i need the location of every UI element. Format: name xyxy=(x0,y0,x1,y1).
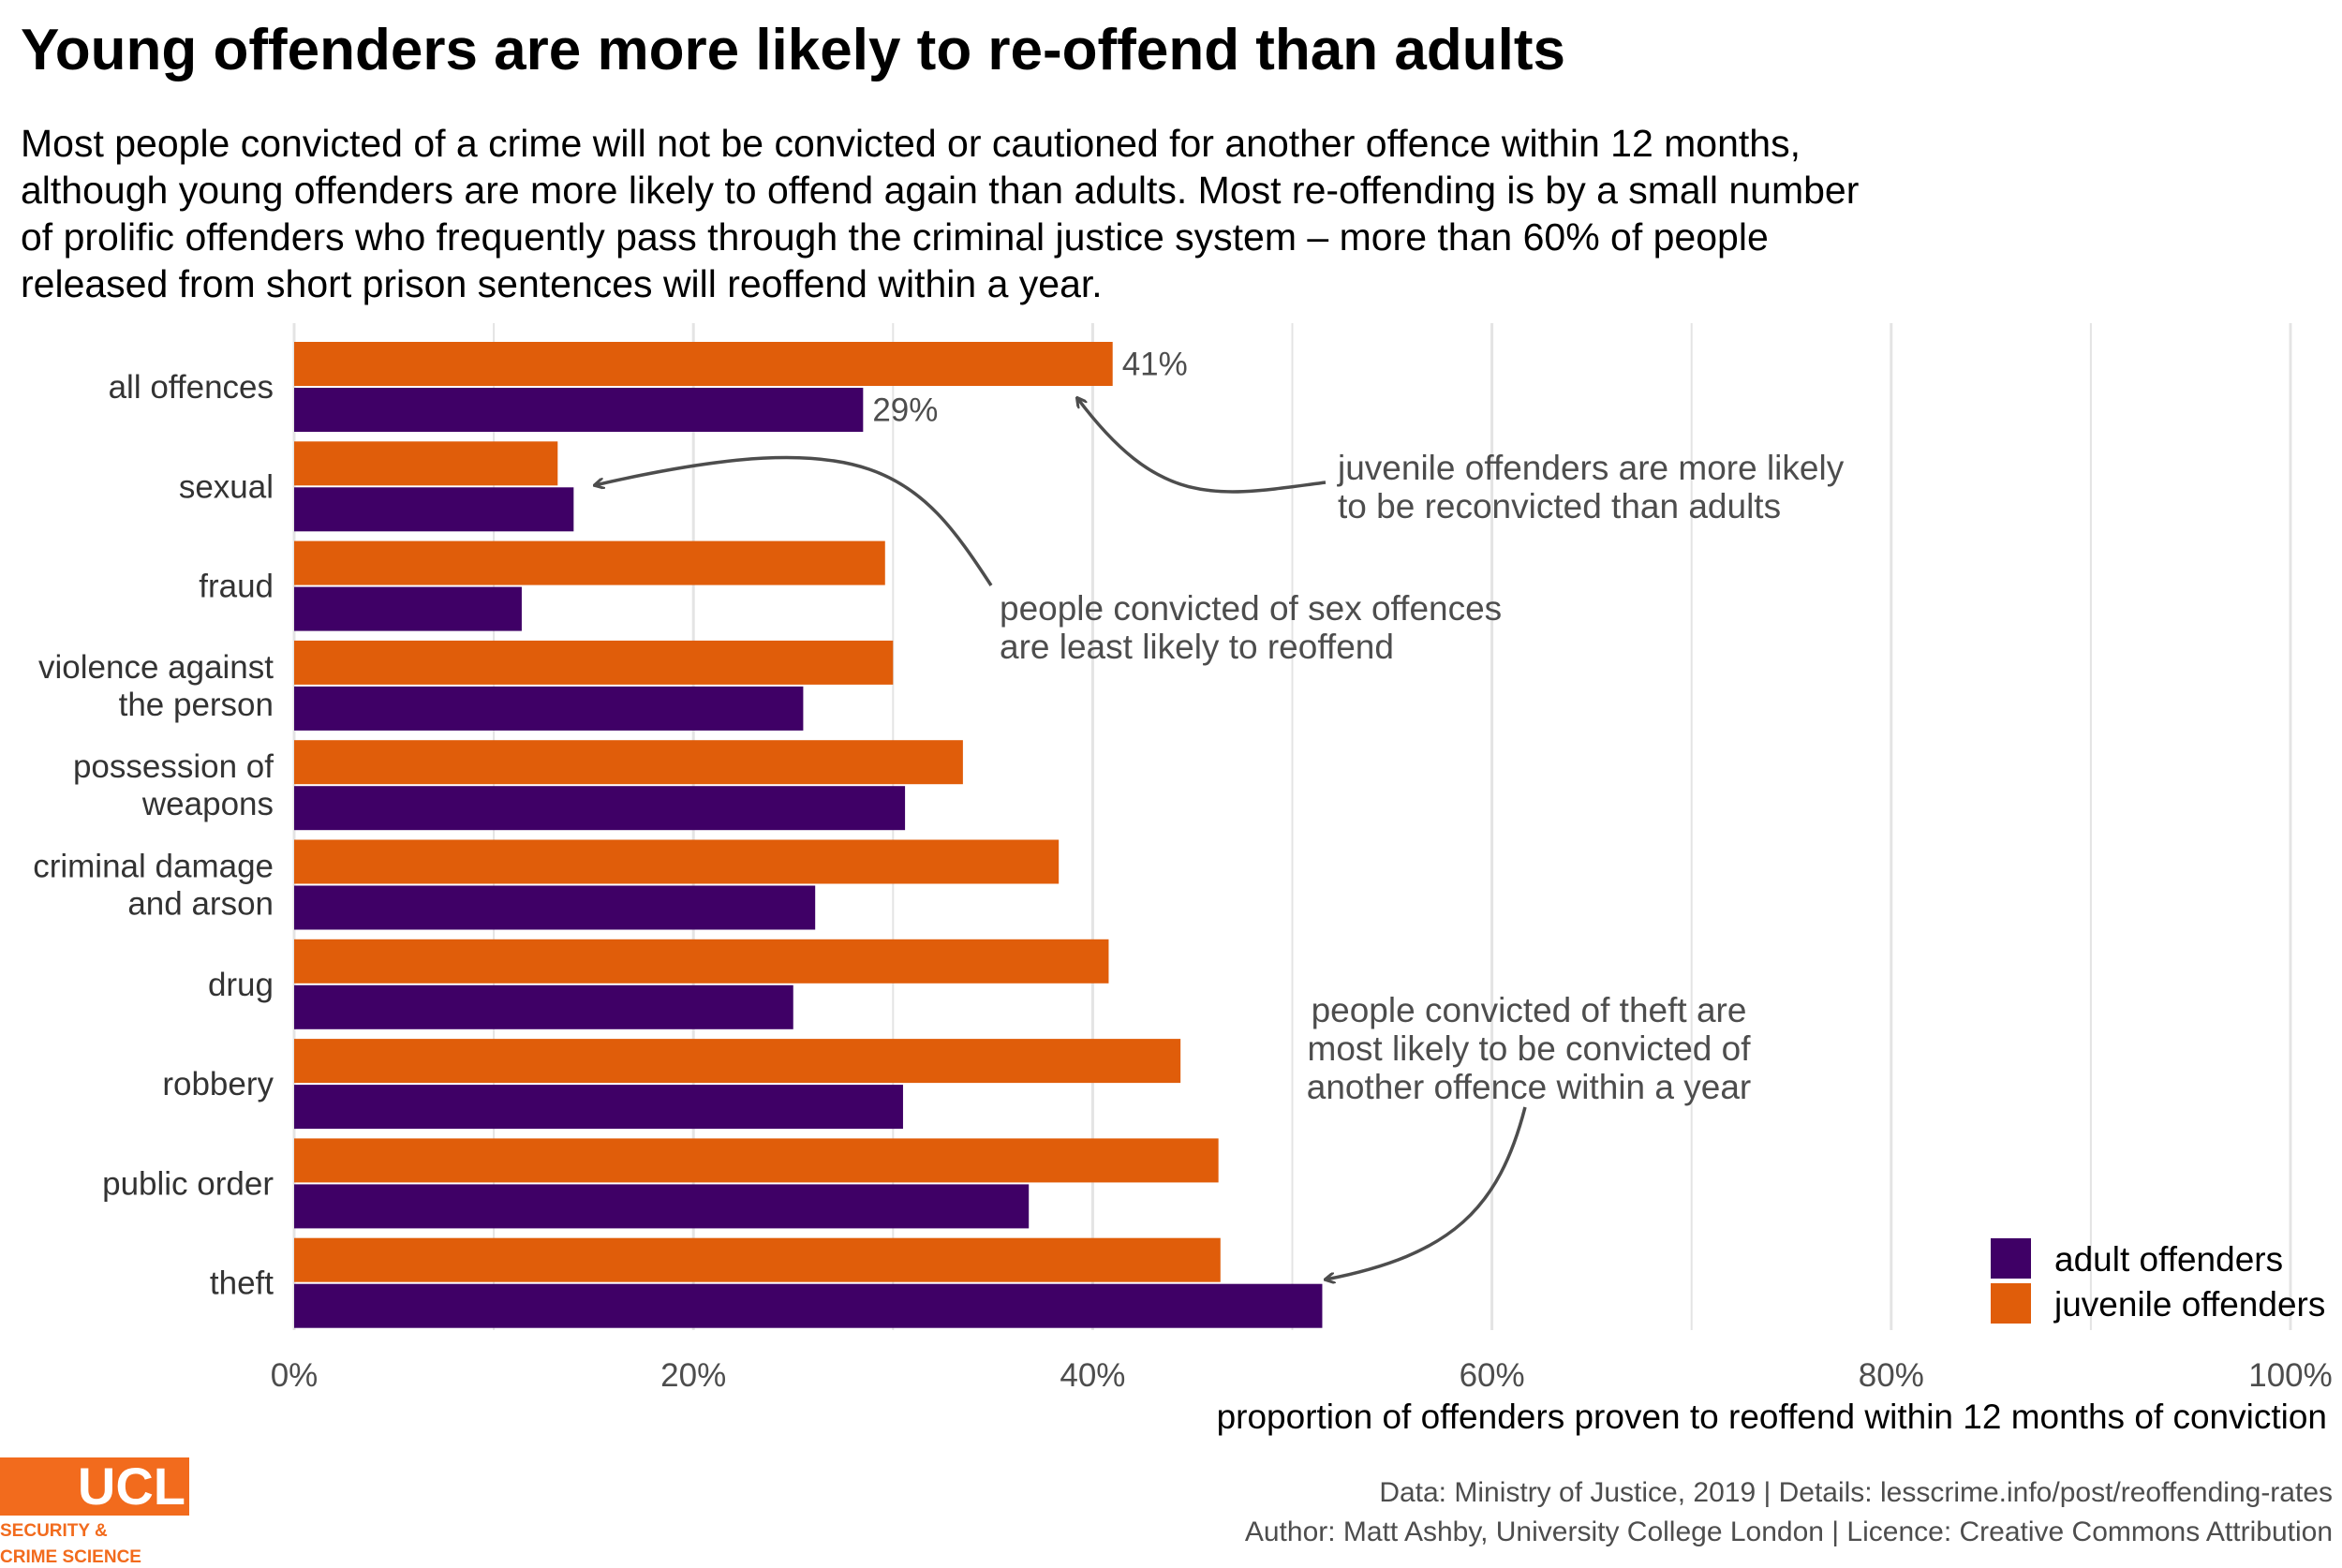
legend-swatch-juvenile xyxy=(1991,1283,2031,1324)
chart-subtitle: Most people convicted of a crime will no… xyxy=(21,122,1860,305)
x-tick-label: 0% xyxy=(271,1357,319,1394)
bar-adult-1 xyxy=(294,487,574,532)
x-tick-label: 100% xyxy=(2248,1357,2333,1394)
bar-adult-0 xyxy=(294,388,864,432)
annotation-sexual: people convicted of sex offences are leas… xyxy=(1000,589,1502,666)
footer-data-source: Data: Ministry of Justice, 2019 | Detail… xyxy=(1379,1477,2333,1508)
data-label: 29% xyxy=(872,392,938,429)
bar-juvenile-1 xyxy=(294,441,558,486)
bars xyxy=(294,342,1323,1328)
legend: adult offenders juvenile offenders xyxy=(1991,1238,2325,1324)
category-label-6: drug xyxy=(208,967,274,1003)
bar-juvenile-6 xyxy=(294,939,1109,984)
annotation-arrow-juvenile xyxy=(1077,398,1327,494)
category-label-9: theft xyxy=(210,1265,274,1302)
legend-label-juvenile: juvenile offenders xyxy=(2053,1285,2325,1324)
bar-juvenile-0 xyxy=(294,342,1113,386)
ucl-logo: UCL SECURITY & CRIME SCIENCE xyxy=(0,1457,189,1568)
annotation-arrow-theft xyxy=(1326,1106,1527,1280)
bar-adult-8 xyxy=(294,1184,1030,1229)
bar-juvenile-4 xyxy=(294,740,963,785)
bar-adult-6 xyxy=(294,984,793,1029)
x-tick-labels: 0% 20% 40% 60% 80% 100% xyxy=(271,1357,2333,1394)
legend-swatch-adult xyxy=(1991,1238,2031,1279)
x-axis-label: proportion of offenders proven to reoffe… xyxy=(1217,1398,2327,1436)
footer-author: Author: Matt Ashby, University College L… xyxy=(1244,1516,2333,1547)
chart-title: Young offenders are more likely to re-of… xyxy=(21,18,1565,82)
category-label-0: all offences xyxy=(109,369,274,406)
data-label: 41% xyxy=(1122,347,1188,383)
category-label-1: sexual xyxy=(179,468,274,505)
bar-adult-4 xyxy=(294,786,906,831)
ucl-logo-mark: UCL xyxy=(0,1457,189,1516)
bar-juvenile-8 xyxy=(294,1138,1219,1183)
bar-juvenile-9 xyxy=(294,1237,1221,1282)
category-label-7: robbery xyxy=(162,1066,274,1102)
x-tick-label: 80% xyxy=(1859,1357,1924,1394)
x-tick-label: 60% xyxy=(1460,1357,1525,1394)
bar-juvenile-3 xyxy=(294,640,894,685)
category-label-2: fraud xyxy=(199,569,274,605)
bar-juvenile-2 xyxy=(294,540,885,585)
x-tick-label: 20% xyxy=(660,1357,726,1394)
legend-label-adult: adult offenders xyxy=(2054,1240,2283,1279)
bar-adult-5 xyxy=(294,885,816,930)
data-labels: 41% 29% xyxy=(872,347,1187,429)
bar-adult-9 xyxy=(294,1283,1323,1328)
bar-adult-3 xyxy=(294,686,804,731)
category-label-3: violence against the person xyxy=(38,649,274,723)
x-tick-label: 40% xyxy=(1060,1357,1125,1394)
annotation-theft: people convicted of theft are most likely… xyxy=(1307,991,1751,1106)
bar-adult-7 xyxy=(294,1085,903,1130)
category-labels: all offences sexual fraud violence against t… xyxy=(33,369,274,1302)
category-label-5: criminal damage and arson xyxy=(33,849,274,923)
bar-adult-2 xyxy=(294,586,522,631)
annotation-juvenile: juvenile offenders are more likely to be … xyxy=(1337,449,1845,525)
category-label-4: possession of weapons xyxy=(73,748,274,822)
category-label-8: public order xyxy=(102,1165,274,1202)
bar-juvenile-7 xyxy=(294,1039,1181,1084)
logo-subtitle-1: SECURITY & xyxy=(0,1521,108,1541)
logo-subtitle-2: CRIME SCIENCE xyxy=(0,1547,141,1567)
annotation-arrow-sexual xyxy=(595,455,993,586)
bar-juvenile-5 xyxy=(294,839,1060,884)
